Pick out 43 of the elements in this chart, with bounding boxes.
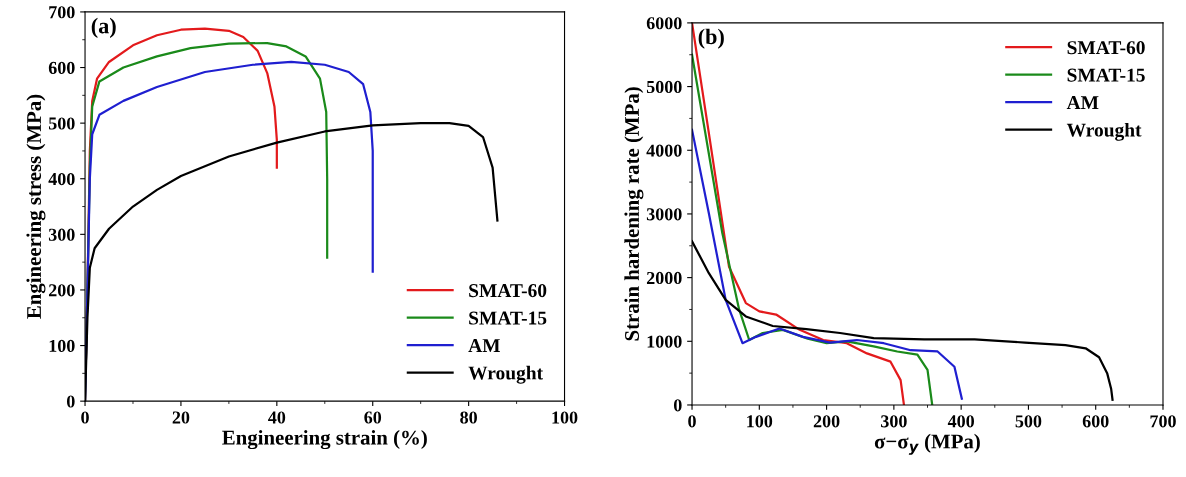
x-tick-label: 100 [747,415,773,428]
legend-label: AM [1066,96,1099,109]
x-tick-label: 40 [268,411,286,424]
y-tick-label: 4000 [646,144,682,157]
x-tick-label: 200 [813,415,840,428]
y-tick-label: 6000 [646,17,682,30]
x-tick-label: 700 [1150,415,1176,428]
x-tick-label: 400 [947,415,974,428]
x-tick-label: 100 [552,411,578,424]
y-tick-label: 600 [48,61,75,74]
y-tick-label: 3000 [646,208,682,221]
y-tick-label: 100 [49,339,75,352]
x-tick-label: 0 [81,411,89,424]
y-tick-label: 5000 [646,80,682,94]
y-tick-label: 500 [48,117,75,130]
x-tick-label: 300 [881,415,907,428]
y-tick-label: 1000 [647,335,682,348]
legend-label: SMAT-15 [1067,68,1145,82]
x-axis-title: Engineering strain (%) [222,430,427,450]
legend-label: Wrought [468,365,543,384]
x-tick-label: 20 [172,411,190,424]
y-tick-label: 200 [48,284,75,297]
annotation: (b) [698,28,724,49]
y-tick-label: 300 [48,228,75,241]
legend-label: SMAT-60 [469,284,547,298]
y-tick-label: 700 [49,6,75,19]
x-tick-label: 600 [1082,415,1109,428]
annotation: (a) [91,17,116,38]
y-tick-label: 0 [673,399,682,412]
y-axis-title: Engineering stress (MPa) [26,94,46,319]
x-tick-label: 0 [688,415,696,428]
legend-label: Wrought [1066,122,1142,141]
legend-label: SMAT-15 [469,311,547,325]
y-axis-title: Strain hardening rate (MPa) [624,87,644,341]
x-tick-label: 60 [364,411,382,424]
y-tick-label: 400 [48,173,75,186]
x-axis-title: σ−σ$_{y}$ (MPa) [874,433,980,455]
y-tick-label: 2000 [646,271,682,285]
legend-label: AM [468,339,500,352]
legend-label: SMAT-60 [1067,41,1145,55]
x-tick-label: 80 [460,411,477,424]
y-tick-label: 0 [66,395,75,408]
x-tick-label: 500 [1015,415,1042,428]
